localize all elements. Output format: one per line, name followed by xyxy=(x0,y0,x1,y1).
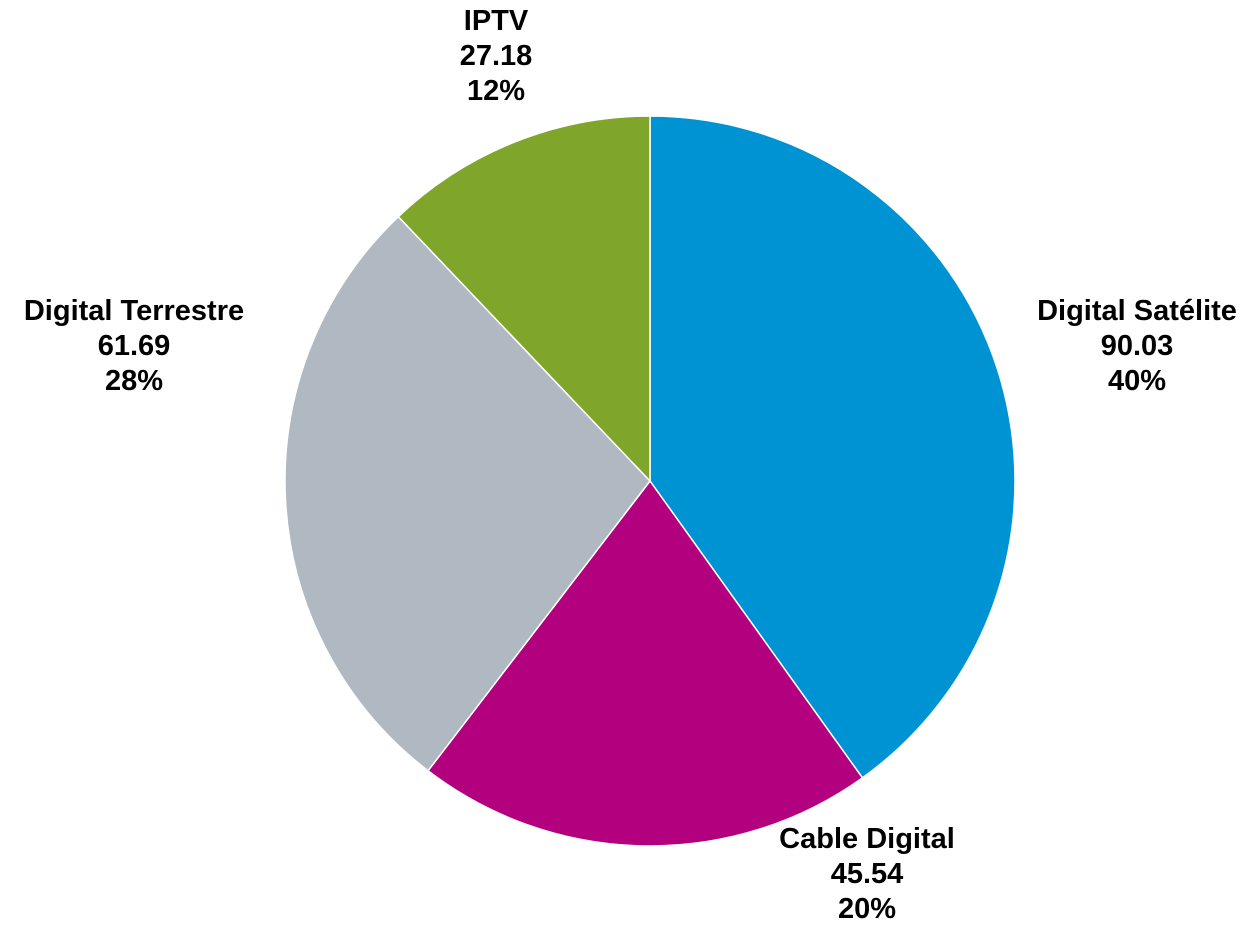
data-label-value: 90.03 xyxy=(1101,330,1174,362)
data-label-percent: 40% xyxy=(1108,365,1166,397)
data-label-value: 61.69 xyxy=(98,330,171,362)
data-label-value: 45.54 xyxy=(831,858,904,890)
pie-slice-cable-digital xyxy=(426,479,864,847)
data-label-percent: 20% xyxy=(838,893,896,925)
data-label-percent: 12% xyxy=(467,75,525,107)
pie-slice-digital-sat-lite xyxy=(649,115,1016,779)
data-label-value: 27.18 xyxy=(460,40,533,72)
data-label-percent: 28% xyxy=(105,365,163,397)
pie-slice-iptv xyxy=(397,115,651,483)
pie-slice-digital-terrestre xyxy=(284,215,651,772)
data-label-label: Digital Terrestre xyxy=(24,295,244,327)
data-label-label: IPTV xyxy=(464,5,529,37)
data-label-label: Cable Digital xyxy=(779,823,955,855)
pie-slices xyxy=(284,115,1016,847)
data-label-label: Digital Satélite xyxy=(1037,295,1237,327)
